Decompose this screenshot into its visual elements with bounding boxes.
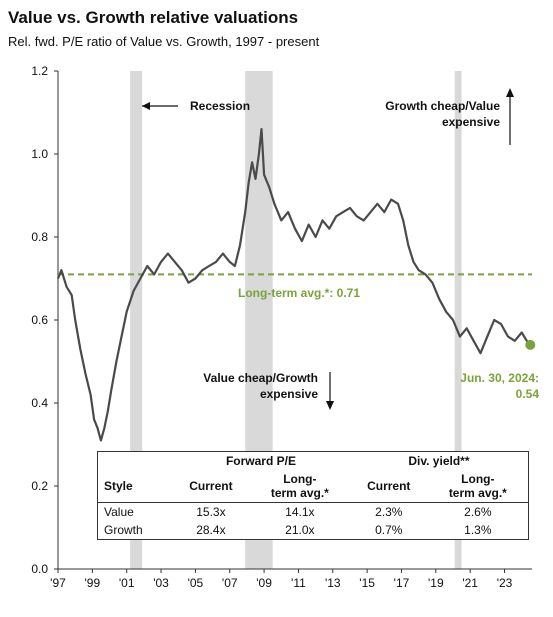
col-pe-lt: Long-term avg.* [250, 470, 350, 503]
x-tick-label: '99 [85, 576, 101, 590]
y-tick-label: 0.4 [31, 396, 48, 410]
y-tick-label: 1.2 [31, 64, 48, 78]
end-point-marker [525, 339, 536, 350]
group-div-yield: Div. yield** [408, 454, 470, 468]
end-point-label-date: Jun. 30, 2024: [460, 371, 539, 385]
chart-title: Value vs. Growth relative valuations [8, 8, 299, 27]
value-cheap-annotation-line2: expensive [260, 387, 318, 401]
row-pe-lt: 14.1x [249, 502, 350, 521]
row-dy-current: 0.7% [375, 523, 403, 537]
x-tick-label: '15 [359, 576, 375, 590]
growth-cheap-annotation-line2: expensive [442, 115, 500, 129]
x-tick-label: '19 [428, 576, 444, 590]
y-tick-label: 0.2 [31, 479, 48, 493]
chart-subtitle: Rel. fwd. P/E ratio of Value vs. Growth,… [8, 34, 320, 49]
y-axis-ticks: 0.0 0.2 0.4 0.6 0.8 1.0 1.2 [31, 64, 58, 576]
col-dy-lt-line1: Long- [461, 472, 495, 486]
row-pe-current: 28.4x [196, 523, 226, 537]
growth-cheap-annotation-line1: Growth cheap/Value [385, 99, 500, 113]
x-tick-label: '17 [394, 576, 410, 590]
row-dy-lt: 2.6% [427, 502, 529, 521]
value-cheap-arrow-head [326, 401, 334, 410]
y-tick-label: 0.8 [31, 230, 48, 244]
recession-band [130, 71, 143, 569]
col-dy-current: Current [367, 479, 411, 493]
value-cheap-annotation-line1: Value cheap/Growth [203, 371, 318, 385]
y-tick-label: 0.6 [31, 313, 48, 327]
table-column-header: Style Current Long-term avg.* Current Lo… [98, 470, 529, 503]
row-style: Growth [104, 523, 143, 537]
x-tick-label: '13 [325, 576, 341, 590]
row-dy-lt: 1.3% [464, 523, 492, 537]
y-tick-label: 0.0 [31, 562, 48, 576]
x-tick-label: '03 [153, 576, 169, 590]
x-tick-label: '11 [291, 576, 306, 590]
col-pe-lt-line1: Long- [283, 472, 317, 486]
col-style: Style [104, 479, 133, 493]
valuation-table: Forward P/E Div. yield** Style Current L… [97, 451, 529, 540]
row-pe-lt: 21.0x [285, 523, 315, 537]
x-tick-label: '07 [222, 576, 238, 590]
col-dy-lt: Long-term avg.* [428, 470, 529, 503]
col-pe-current: Current [189, 479, 233, 493]
row-dy-current: 2.3% [349, 502, 428, 521]
col-pe-lt-line2: term avg.* [270, 486, 329, 500]
series-line [56, 128, 532, 442]
row-pe-current: 15.3x [172, 502, 250, 521]
col-dy-lt-line2: term avg.* [448, 486, 507, 500]
recession-annotation: Recession [190, 99, 250, 113]
table-group-header: Forward P/E Div. yield** [98, 452, 529, 471]
x-tick-label: '09 [256, 576, 272, 590]
x-axis-ticks: '97 '99 '01 '03 '05 '07 '09 '11 '13 '15 '17 '19 '21 '… [50, 569, 513, 590]
x-tick-label: '01 [119, 576, 135, 590]
x-tick-label: '21 [462, 576, 478, 590]
x-tick-label: '23 [497, 576, 513, 590]
row-style: Value [97, 502, 173, 521]
table-row: Growth 28.4x 21.0x 0.7% 1.3% [98, 521, 529, 540]
end-point-label-value: 0.54 [516, 387, 540, 401]
long-term-avg-label: Long-term avg.*: 0.71 [238, 286, 360, 300]
group-forward-pe: Forward P/E [225, 454, 296, 468]
recession-arrow-head [142, 102, 150, 110]
growth-cheap-arrow-head [506, 88, 514, 97]
x-tick-label: '97 [50, 576, 66, 590]
table-row: Value 15.3x 14.1x 2.3% 2.6% [97, 502, 529, 521]
x-tick-label: '05 [188, 576, 204, 590]
y-tick-label: 1.0 [31, 147, 48, 161]
recession-band [454, 71, 462, 569]
